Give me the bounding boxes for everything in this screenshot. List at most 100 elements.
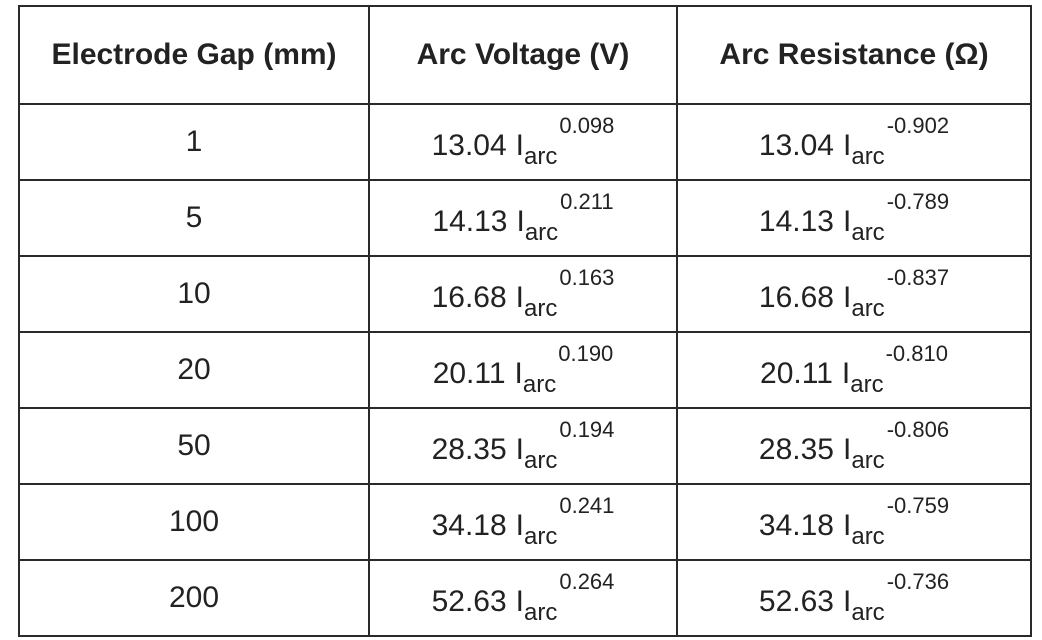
- resistance-cell: 28.35 Iarc-0.806: [676, 407, 1032, 485]
- subscript: arc: [524, 599, 558, 626]
- gap-cell: 20: [18, 331, 370, 409]
- exponent: -0.837: [886, 265, 950, 290]
- exponent: -0.736: [886, 569, 950, 594]
- subscript: arc: [524, 447, 558, 474]
- header-cell: Electrode Gap (mm): [18, 5, 370, 105]
- resistance-cell: 52.63 Iarc-0.736: [676, 559, 1032, 637]
- formula: 28.35 Iarc0.194: [431, 417, 615, 474]
- voltage-cell: 20.11 Iarc0.190: [368, 331, 678, 409]
- current-symbol: I: [843, 205, 852, 238]
- subscript: arc: [851, 295, 885, 322]
- current-symbol: I: [515, 585, 524, 618]
- exponent: 0.194: [559, 417, 615, 442]
- formula: 20.11 Iarc0.190: [432, 341, 614, 398]
- exponent: 0.264: [559, 569, 615, 594]
- current-symbol: I: [515, 433, 524, 466]
- voltage-cell: 52.63 Iarc0.264: [368, 559, 678, 637]
- coefficient: 20.11: [760, 357, 833, 390]
- formula: 34.18 Iarc0.241: [432, 493, 615, 550]
- current-symbol: I: [516, 205, 525, 238]
- exponent: -0.759: [886, 493, 950, 518]
- data-table: Electrode Gap (mm) Arc Voltage (V) Arc Res…: [18, 5, 1032, 637]
- voltage-cell: 14.13 Iarc0.211: [368, 179, 678, 257]
- formula: 14.13 Iarc0.211: [432, 189, 613, 246]
- coefficient: 20.11: [432, 357, 506, 390]
- coefficient: 13.04: [758, 129, 834, 162]
- coefficient: 28.35: [431, 433, 507, 466]
- subscript: arc: [851, 143, 885, 170]
- coefficient: 34.18: [758, 509, 834, 542]
- coefficient: 14.13: [432, 205, 508, 238]
- resistance-cell: 16.68 Iarc-0.837: [676, 255, 1032, 333]
- table-row: 50 28.35 Iarc0.194 28.35 Iarc-0.806: [18, 407, 1032, 485]
- table-header: Electrode Gap (mm) Arc Voltage (V) Arc Res…: [18, 5, 1032, 105]
- exponent: -0.789: [886, 189, 950, 214]
- formula: 52.63 Iarc0.264: [431, 569, 615, 626]
- coefficient: 16.68: [758, 281, 834, 314]
- resistance-cell: 13.04 Iarc-0.902: [676, 103, 1032, 181]
- current-symbol: I: [843, 129, 852, 162]
- resistance-cell: 34.18 Iarc-0.759: [676, 483, 1032, 561]
- current-symbol: I: [515, 509, 524, 542]
- exponent: 0.211: [560, 189, 614, 214]
- subscript: arc: [851, 599, 885, 626]
- table-row: 200 52.63 Iarc0.264 52.63 Iarc-0.736: [18, 559, 1032, 637]
- current-symbol: I: [515, 129, 524, 162]
- formula: 13.04 Iarc-0.902: [758, 113, 949, 170]
- subscript: arc: [524, 523, 558, 550]
- exponent: -0.806: [886, 417, 950, 442]
- subscript: arc: [522, 371, 557, 398]
- gap-cell: 100: [18, 483, 370, 561]
- formula: 34.18 Iarc-0.759: [758, 493, 949, 550]
- table-body: 1 13.04 Iarc0.098 13.04 Iarc-0.902 5 14.13 Iarc…: [18, 103, 1032, 637]
- resistance-cell: 20.11 Iarc-0.810: [676, 331, 1032, 409]
- subscript: arc: [851, 447, 885, 474]
- table-row: 10 16.68 Iarc0.163 16.68 Iarc-0.837: [18, 255, 1032, 333]
- subscript: arc: [851, 523, 885, 550]
- coefficient: 52.63: [758, 585, 834, 618]
- gap-cell: 200: [18, 559, 370, 637]
- current-symbol: I: [843, 281, 852, 314]
- exponent: 0.163: [559, 265, 615, 290]
- current-symbol: I: [515, 281, 524, 314]
- header-row: Electrode Gap (mm) Arc Voltage (V) Arc Res…: [18, 5, 1032, 105]
- table-row: 5 14.13 Iarc0.211 14.13 Iarc-0.789: [18, 179, 1032, 257]
- coefficient: 14.13: [758, 205, 834, 238]
- table-row: 100 34.18 Iarc0.241 34.18 Iarc-0.759: [18, 483, 1032, 561]
- voltage-cell: 13.04 Iarc0.098: [368, 103, 678, 181]
- coefficient: 28.35: [758, 433, 834, 466]
- table-row: 20 20.11 Iarc0.190 20.11 Iarc-0.810: [18, 331, 1032, 409]
- formula: 14.13 Iarc-0.789: [758, 189, 949, 246]
- current-symbol: I: [843, 585, 852, 618]
- exponent: 0.241: [559, 493, 615, 518]
- subscript: arc: [851, 219, 885, 246]
- header-cell: Arc Resistance (Ω): [676, 5, 1032, 105]
- subscript: arc: [524, 143, 558, 170]
- voltage-cell: 34.18 Iarc0.241: [368, 483, 678, 561]
- subscript: arc: [524, 219, 559, 246]
- exponent: 0.098: [559, 113, 615, 138]
- header-cell: Arc Voltage (V): [368, 5, 678, 105]
- subscript: arc: [850, 371, 884, 398]
- coefficient: 16.68: [431, 281, 507, 314]
- exponent: -0.902: [886, 113, 950, 138]
- coefficient: 52.63: [431, 585, 507, 618]
- formula: 20.11 Iarc-0.810: [760, 341, 948, 398]
- gap-cell: 5: [18, 179, 370, 257]
- table-row: 1 13.04 Iarc0.098 13.04 Iarc-0.902: [18, 103, 1032, 181]
- exponent: -0.810: [885, 341, 948, 366]
- formula: 28.35 Iarc-0.806: [758, 417, 949, 474]
- formula: 13.04 Iarc0.098: [432, 113, 615, 170]
- formula: 16.68 Iarc-0.837: [758, 265, 949, 322]
- current-symbol: I: [841, 357, 851, 390]
- current-symbol: I: [843, 509, 852, 542]
- voltage-cell: 28.35 Iarc0.194: [368, 407, 678, 485]
- voltage-cell: 16.68 Iarc0.163: [368, 255, 678, 333]
- gap-cell: 1: [18, 103, 370, 181]
- subscript: arc: [524, 295, 558, 322]
- gap-cell: 10: [18, 255, 370, 333]
- current-symbol: I: [514, 357, 523, 390]
- exponent: 0.190: [558, 341, 614, 366]
- current-symbol: I: [843, 433, 852, 466]
